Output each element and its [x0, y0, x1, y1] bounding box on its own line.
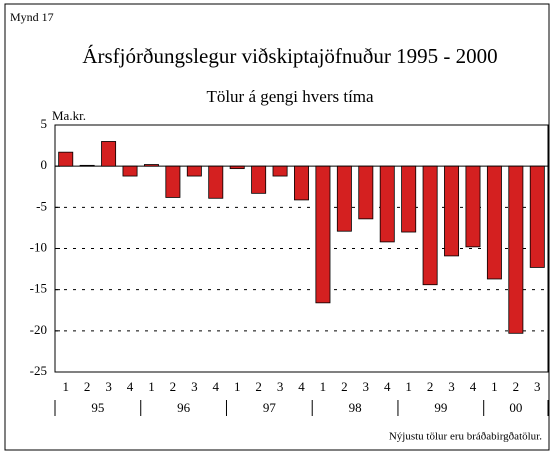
y-tick-label: -20 — [30, 322, 47, 337]
bar — [358, 165, 374, 220]
x-tick-label: 1 — [405, 379, 412, 394]
y-tick-label: -5 — [36, 198, 47, 213]
bar — [422, 165, 438, 286]
year-label: 99 — [434, 400, 447, 415]
year-label: 98 — [349, 400, 362, 415]
y-tick-label: 5 — [41, 116, 48, 131]
bar — [529, 165, 545, 268]
y-tick-label: -10 — [30, 239, 47, 254]
bar — [294, 165, 309, 201]
year-label: 97 — [263, 400, 277, 415]
y-tick-label: -15 — [30, 281, 47, 296]
x-tick-label: 1 — [148, 379, 155, 394]
x-tick-label: 4 — [384, 379, 391, 394]
year-label: 96 — [177, 400, 191, 415]
x-tick-label: 4 — [470, 379, 477, 394]
x-tick-label: 4 — [213, 379, 220, 394]
y-axis-label: Ma.kr. — [52, 108, 86, 123]
x-tick-label: 1 — [234, 379, 241, 394]
x-tick-label: 3 — [191, 379, 198, 394]
bar — [186, 165, 202, 177]
bar — [58, 151, 74, 167]
x-tick-label: 3 — [363, 379, 370, 394]
x-tick-label: 2 — [513, 379, 520, 394]
x-tick-label: 2 — [84, 379, 91, 394]
x-tick-label: 1 — [491, 379, 498, 394]
x-tick-label: 3 — [105, 379, 112, 394]
x-tick-label: 2 — [341, 379, 348, 394]
figure-label: Mynd 17 — [10, 10, 54, 24]
bar — [444, 165, 460, 257]
bar — [315, 165, 331, 304]
chart-subtitle: Tölur á gengi hvers tíma — [206, 87, 374, 106]
bar — [122, 165, 138, 177]
bar — [486, 165, 502, 280]
bar — [401, 165, 417, 233]
bar — [229, 165, 245, 170]
bar — [208, 165, 224, 199]
note: Nýjustu tölur eru bráðabirgðatölur. — [389, 431, 542, 443]
year-label: 95 — [91, 400, 104, 415]
bar — [165, 165, 181, 198]
y-tick-label: 0 — [41, 157, 48, 172]
bar — [336, 165, 352, 232]
x-tick-label: 2 — [170, 379, 177, 394]
bar — [508, 165, 524, 334]
x-tick-label: 2 — [255, 379, 262, 394]
x-tick-label: 2 — [427, 379, 434, 394]
x-tick-label: 1 — [320, 379, 327, 394]
bar — [465, 165, 481, 248]
bar — [143, 164, 159, 167]
x-tick-label: 4 — [127, 379, 134, 394]
x-tick-label: 3 — [277, 379, 284, 394]
x-tick-label: 1 — [62, 379, 69, 394]
x-tick-label: 3 — [448, 379, 455, 394]
y-tick-label: -25 — [30, 363, 47, 378]
x-tick-label: 3 — [534, 379, 541, 394]
chart-title: Ársfjórðungslegur viðskiptajöfnuður 1995… — [82, 44, 497, 68]
year-label: 00 — [509, 400, 522, 415]
plot-area — [54, 124, 549, 373]
bar — [379, 165, 395, 243]
bar — [251, 165, 267, 194]
x-tick-label: 4 — [298, 379, 305, 394]
frame — [4, 3, 550, 451]
bar — [101, 141, 117, 167]
bar — [79, 164, 95, 167]
bar — [272, 165, 288, 177]
